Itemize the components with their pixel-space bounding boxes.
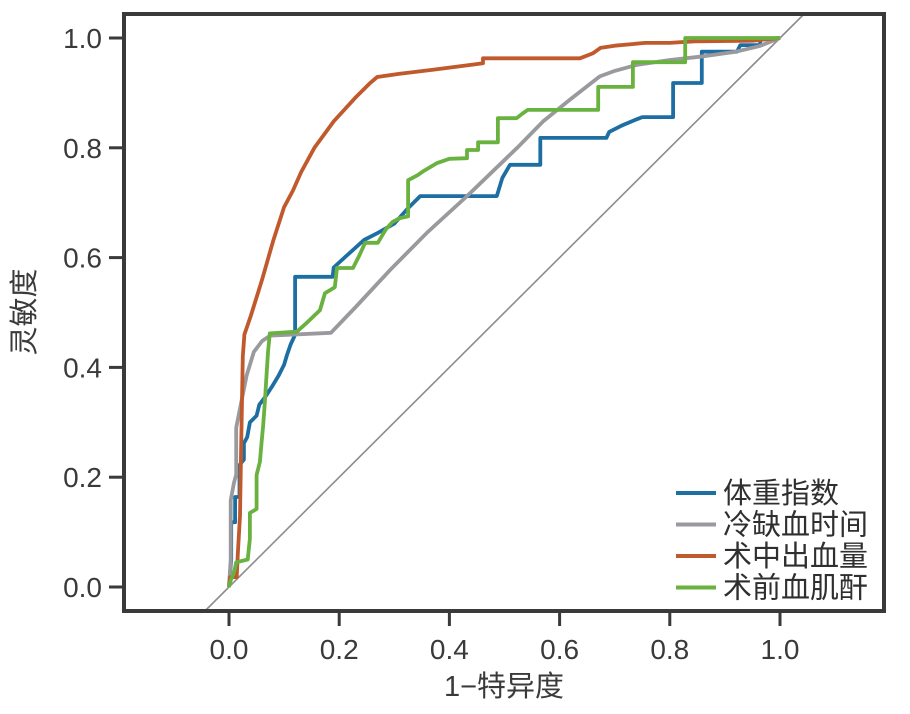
y-tick-label: 0.8 [63, 133, 102, 164]
roc-curve-intraoperative-blood-loss [227, 36, 781, 588]
roc-curve-preoperative-serum-creatinine [227, 36, 780, 588]
x-tick-label: 0.2 [320, 634, 359, 665]
roc-curve-bmi [227, 36, 781, 588]
y-axis-label: 灵敏度 [8, 268, 41, 355]
x-tick-label: 1.0 [761, 634, 800, 665]
y-tick-label: 0.0 [63, 572, 102, 603]
diagonal-reference-line [204, 13, 805, 612]
roc-curves [227, 36, 781, 588]
x-tick-label: 0.4 [430, 634, 469, 665]
x-axis-ticks: 0.0 0.2 0.4 0.6 0.8 1.0 [210, 613, 800, 665]
legend-label-cold-ischemia-time: 冷缺血时间 [723, 509, 868, 542]
y-tick-label: 1.0 [63, 23, 102, 54]
y-tick-label: 0.6 [63, 243, 102, 274]
x-tick-label: 0.0 [210, 634, 249, 665]
plot-border [122, 12, 886, 613]
y-tick-label: 0.2 [63, 462, 102, 493]
legend-label-bmi: 体重指数 [723, 477, 839, 510]
y-tick-label: 0.4 [63, 352, 102, 383]
x-tick-label: 0.6 [540, 634, 579, 665]
x-axis-label: 1−特异度 [444, 670, 564, 703]
legend-label-intraoperative-blood-loss: 术中出血量 [723, 540, 868, 573]
y-axis-ticks: 0.0 0.2 0.4 0.6 0.8 1.0 [63, 23, 122, 603]
x-tick-label: 0.8 [650, 634, 689, 665]
legend-label-preoperative-serum-creatinine: 术前血肌酐 [723, 572, 868, 605]
